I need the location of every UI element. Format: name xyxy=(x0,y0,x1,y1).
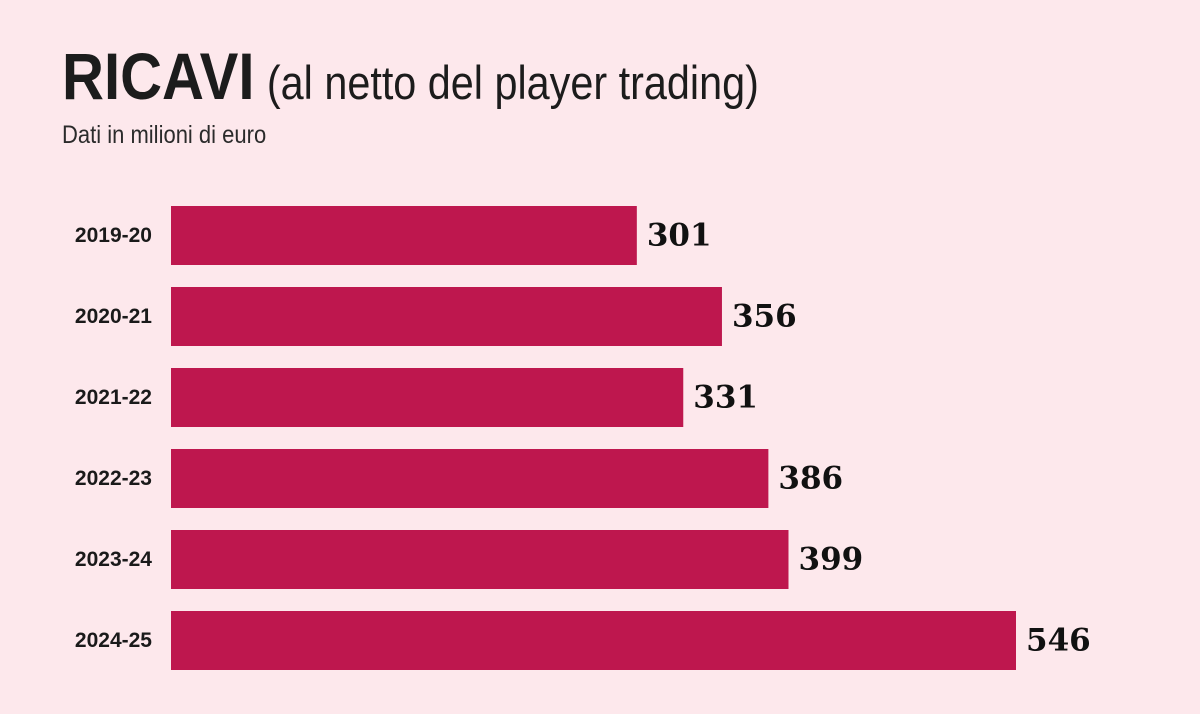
chart-title: RICAVI xyxy=(62,39,255,113)
bar-2022-23 xyxy=(171,449,769,508)
category-label: 2022-23 xyxy=(75,467,152,490)
category-label: 2024-25 xyxy=(75,629,152,652)
chart-title-row: RICAVI (al netto del player trading) xyxy=(62,38,759,114)
chart-title-note: (al netto del player trading) xyxy=(266,56,759,109)
bar-2021-22 xyxy=(171,368,684,427)
value-label: 331 xyxy=(693,380,758,416)
bar-2019-20 xyxy=(171,206,637,265)
category-label: 2019-20 xyxy=(75,224,152,247)
bar-2023-24 xyxy=(171,530,789,589)
bar-2020-21 xyxy=(171,287,722,346)
chart-subtitle: Dati in milioni di euro xyxy=(62,121,267,149)
category-label: 2023-24 xyxy=(75,548,152,571)
value-label: 386 xyxy=(778,461,843,497)
value-label: 399 xyxy=(799,542,864,578)
bar-2024-25 xyxy=(171,611,1016,670)
category-label: 2020-21 xyxy=(75,305,152,328)
value-label: 546 xyxy=(1026,623,1091,659)
value-label: 301 xyxy=(647,218,712,254)
category-label: 2021-22 xyxy=(75,386,152,409)
value-label: 356 xyxy=(732,299,797,335)
